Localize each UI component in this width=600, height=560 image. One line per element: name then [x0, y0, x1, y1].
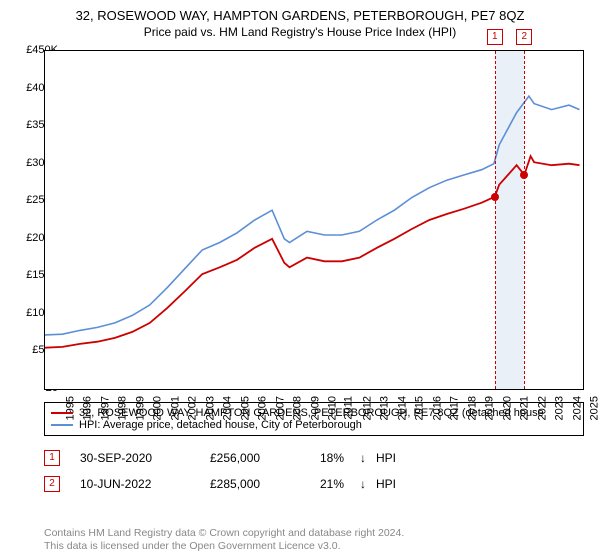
sale-marker-1: 1 [44, 450, 60, 466]
marker-number: 2 [516, 29, 532, 45]
sale-date-1: 30-SEP-2020 [80, 451, 210, 465]
legend: 32, ROSEWOOD WAY, HAMPTON GARDENS, PETER… [44, 402, 584, 436]
legend-swatch-2 [51, 424, 73, 426]
down-arrow-icon: ↓ [360, 451, 376, 465]
sale-date-2: 10-JUN-2022 [80, 477, 210, 491]
series-line [45, 96, 580, 335]
line-chart-svg [45, 51, 583, 389]
plot-area: 12 [44, 50, 584, 390]
sale-vs-2: HPI [376, 477, 396, 491]
sale-price-2: £285,000 [210, 477, 320, 491]
footer-line-1: Contains HM Land Registry data © Crown c… [44, 527, 404, 541]
sale-dot [520, 171, 528, 179]
sale-vs-1: HPI [376, 451, 396, 465]
legend-row-1: 32, ROSEWOOD WAY, HAMPTON GARDENS, PETER… [51, 407, 577, 419]
marker-line [524, 51, 525, 389]
sale-pct-1: 18% [320, 451, 360, 465]
page-subtitle: Price paid vs. HM Land Registry's House … [0, 23, 600, 43]
sale-row-2: 2 10-JUN-2022 £285,000 21% ↓ HPI [44, 476, 584, 492]
page-title: 32, ROSEWOOD WAY, HAMPTON GARDENS, PETER… [0, 0, 600, 23]
sale-pct-2: 21% [320, 477, 360, 491]
chart-container: 32, ROSEWOOD WAY, HAMPTON GARDENS, PETER… [0, 0, 600, 560]
footer-text: Contains HM Land Registry data © Crown c… [44, 527, 404, 554]
legend-label-1: 32, ROSEWOOD WAY, HAMPTON GARDENS, PETER… [79, 407, 544, 419]
sale-dot [491, 193, 499, 201]
footer-line-2: This data is licensed under the Open Gov… [44, 540, 404, 554]
marker-line [495, 51, 496, 389]
x-tick-label: 2025 [589, 396, 600, 420]
sale-row-1: 1 30-SEP-2020 £256,000 18% ↓ HPI [44, 450, 584, 466]
sale-price-1: £256,000 [210, 451, 320, 465]
sale-marker-2: 2 [44, 476, 60, 492]
legend-swatch-1 [51, 412, 73, 414]
marker-number: 1 [487, 29, 503, 45]
legend-row-2: HPI: Average price, detached house, City… [51, 419, 577, 431]
down-arrow-icon: ↓ [360, 477, 376, 491]
legend-label-2: HPI: Average price, detached house, City… [79, 419, 362, 431]
